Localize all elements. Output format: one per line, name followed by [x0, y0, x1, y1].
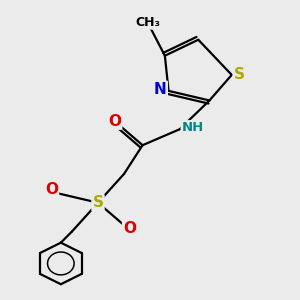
Text: O: O: [45, 182, 58, 197]
Text: S: S: [234, 68, 245, 82]
Text: CH₃: CH₃: [136, 16, 160, 29]
Text: N: N: [154, 82, 167, 97]
Text: O: O: [108, 114, 121, 129]
Text: S: S: [92, 195, 104, 210]
Text: NH: NH: [182, 121, 204, 134]
Text: O: O: [123, 221, 136, 236]
